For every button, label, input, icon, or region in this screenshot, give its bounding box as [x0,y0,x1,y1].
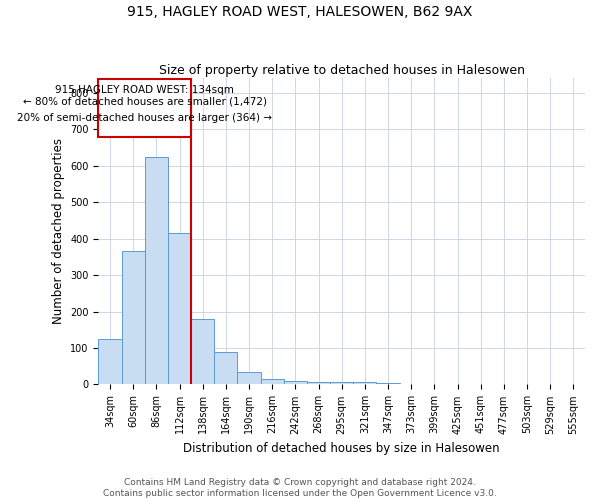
X-axis label: Distribution of detached houses by size in Halesowen: Distribution of detached houses by size … [184,442,500,455]
Text: ← 80% of detached houses are smaller (1,472): ← 80% of detached houses are smaller (1,… [23,97,266,107]
Bar [376,382,400,384]
Bar [260,379,284,384]
Bar [122,252,145,384]
Bar [307,382,330,384]
Bar [353,382,376,384]
Title: Size of property relative to detached houses in Halesowen: Size of property relative to detached ho… [159,64,525,77]
Text: 915, HAGLEY ROAD WEST, HALESOWEN, B62 9AX: 915, HAGLEY ROAD WEST, HALESOWEN, B62 9A… [127,5,473,19]
Bar [191,319,214,384]
Bar [145,156,168,384]
Bar [214,352,238,384]
Bar [98,339,122,384]
Bar [284,381,307,384]
Bar [98,79,191,136]
Y-axis label: Number of detached properties: Number of detached properties [52,138,65,324]
Text: 20% of semi-detached houses are larger (364) →: 20% of semi-detached houses are larger (… [17,114,272,124]
Bar [238,372,260,384]
Bar [168,233,191,384]
Text: 915 HAGLEY ROAD WEST: 134sqm: 915 HAGLEY ROAD WEST: 134sqm [55,86,234,96]
Text: Contains HM Land Registry data © Crown copyright and database right 2024.
Contai: Contains HM Land Registry data © Crown c… [103,478,497,498]
Bar [330,382,353,384]
